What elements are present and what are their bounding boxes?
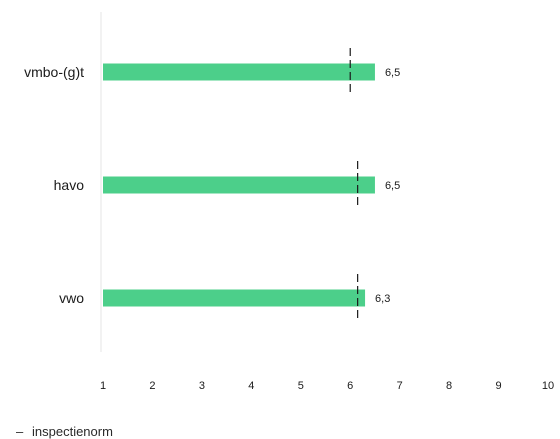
x-tick-label: 8 [446, 380, 452, 392]
x-tick-label: 6 [347, 380, 353, 392]
bar [103, 63, 375, 81]
x-tick-label: 9 [495, 380, 501, 392]
legend: – inspectienorm [16, 424, 113, 439]
value-label: 6,5 [385, 180, 400, 192]
x-tick-label: 2 [149, 380, 155, 392]
bar [103, 289, 366, 307]
category-label: havo [54, 177, 85, 193]
x-tick-label: 10 [542, 380, 554, 392]
x-tick-label: 4 [248, 380, 254, 392]
value-label: 6,5 [385, 67, 400, 79]
x-tick-label: 5 [298, 380, 304, 392]
bars-layer: vmbo-(g)t 6,5 havo 6,5 vwo 6,3 [24, 48, 400, 322]
x-tick-label: 3 [199, 380, 205, 392]
category-label: vwo [59, 290, 84, 306]
bar [103, 176, 375, 194]
x-tick-label: 7 [397, 380, 403, 392]
x-axis-ticks: 1 2 3 4 5 6 7 8 9 10 [100, 380, 554, 392]
x-tick-label: 1 [100, 380, 106, 392]
value-label: 6,3 [375, 293, 390, 305]
category-label: vmbo-(g)t [24, 64, 84, 80]
legend-norm-symbol: – [16, 424, 24, 439]
legend-norm-label: inspectienorm [32, 424, 113, 439]
